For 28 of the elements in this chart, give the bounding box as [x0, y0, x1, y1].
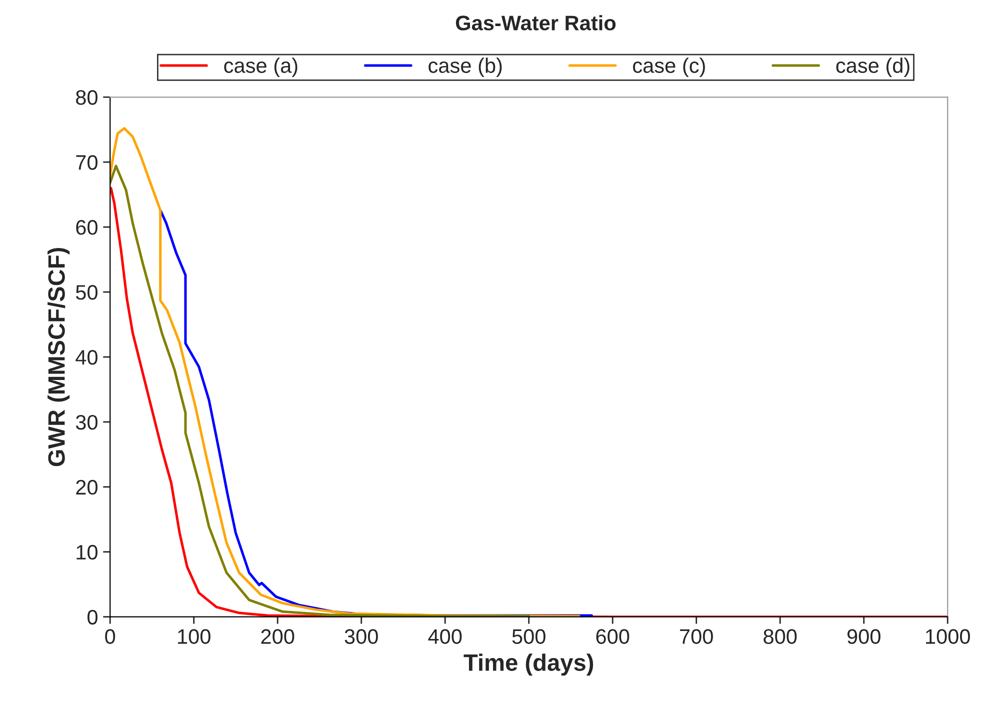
legend-label: case (c) — [633, 58, 705, 78]
y-tick-label: 10 — [76, 544, 98, 560]
line-series — [110, 164, 530, 617]
x-tick-label: 700 — [680, 629, 713, 644]
x-tick-label: 100 — [178, 629, 210, 644]
y-tick-label: 30 — [76, 414, 98, 430]
x-tick-label: 600 — [596, 629, 630, 644]
x-tick-label: 900 — [847, 629, 880, 644]
x-tick-label: 500 — [512, 629, 546, 644]
y-tick-label: 40 — [76, 350, 98, 365]
legend-label: case (a) — [224, 58, 298, 78]
y-tick-label: 60 — [76, 220, 98, 235]
y-tick-label: 0 — [88, 610, 98, 625]
y-tick-label: 20 — [76, 480, 98, 495]
y-axis-title: GWR (MMSCF/SCF) — [48, 248, 70, 466]
legend-label: case (d) — [836, 58, 910, 78]
x-tick-label: 300 — [344, 629, 378, 644]
x-tick-label: 0 — [105, 629, 116, 644]
y-tick-label: 80 — [76, 90, 98, 105]
x-tick-label: 200 — [261, 629, 294, 644]
x-axis-title: Time (days) — [464, 654, 594, 676]
y-tick-label: 70 — [76, 155, 98, 170]
legend-label: case (b) — [428, 58, 502, 78]
y-tick-label: 50 — [76, 285, 98, 300]
x-tick-label: 800 — [764, 629, 797, 644]
chart-title: Gas-Water Ratio — [456, 15, 616, 30]
x-tick-label: 400 — [428, 629, 462, 644]
x-tick-label: 1000 — [926, 629, 970, 644]
